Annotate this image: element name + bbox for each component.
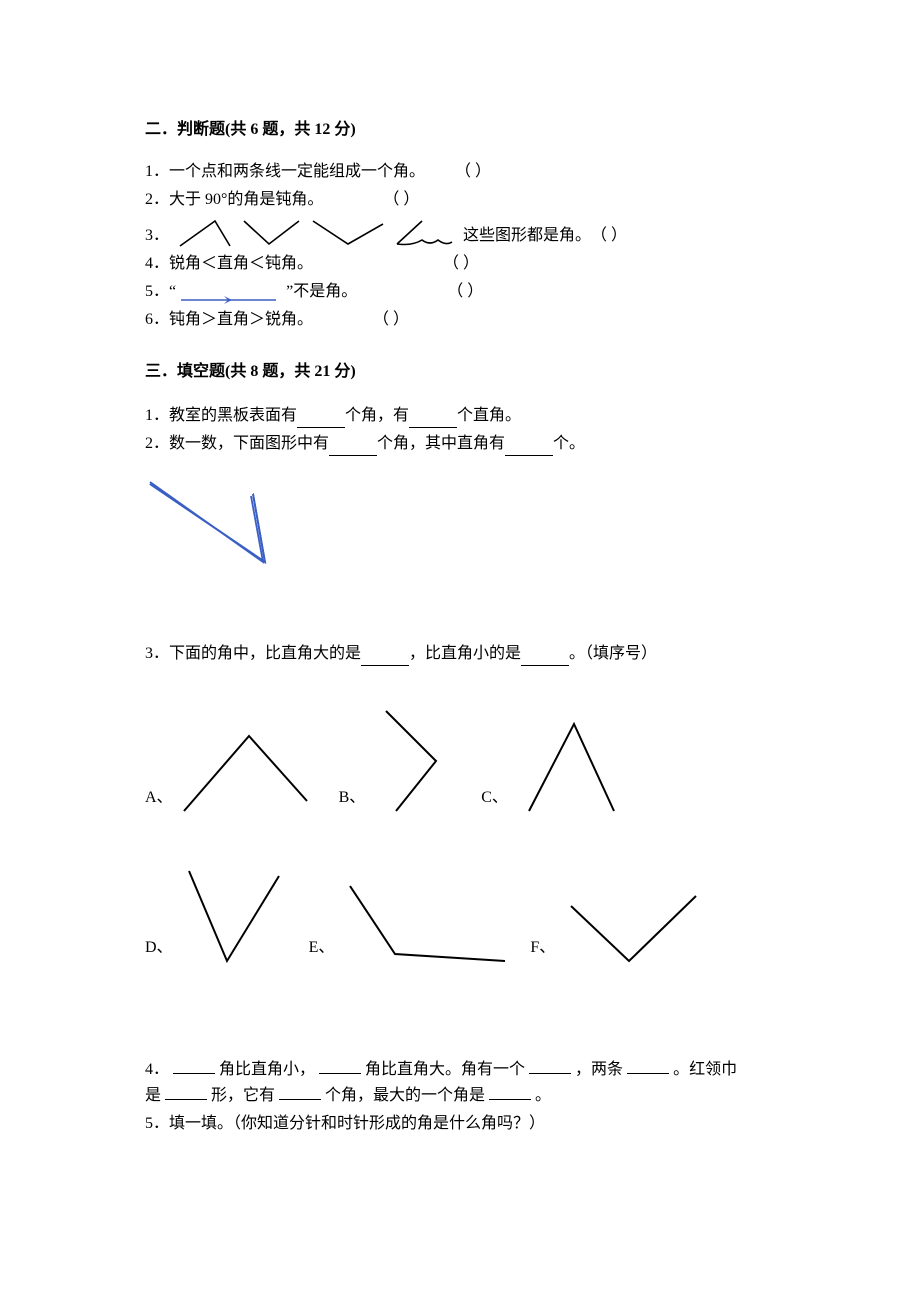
angle-shape-4-icon [392,216,457,248]
label-C: C、 [481,786,508,816]
s3-q2-t3: 个。 [553,432,585,456]
s3-q4: 4． 角比直角小， 角比直角大。角有一个 ，两条 。红领巾 是 形，它有 个角，… [145,1056,775,1108]
blank[interactable] [297,410,345,428]
s3-q4-t1: 角比直角小， [219,1061,315,1078]
s3-q3-t3: 。（填序号） [569,642,657,666]
blank[interactable] [329,438,377,456]
s3-q1-t2: 个角，有 [345,404,409,428]
label-B: B、 [339,786,366,816]
q6-text: 钝角＞直角＞锐角。 [169,308,313,332]
s3-q4-t2: 角比直角大。角有一个 [365,1061,525,1078]
s3-q2: 2． 数一数，下面图形中有 个角，其中直角有 个。 [145,432,775,456]
label-E: E、 [309,936,335,966]
q3-after: 这些图形都是角。 [463,224,591,248]
s3-q4-t5: 是 [145,1087,161,1104]
triangle-icon [145,474,285,574]
q2-num: 2． [145,188,169,212]
s3-q4-num: 4． [145,1061,169,1078]
label-F: F、 [530,936,555,966]
q3-shapes-group [175,216,457,248]
q5-paren: （ ） [447,280,483,304]
section2-header: 二．判断题(共 6 题，共 12 分) [145,118,775,142]
s2-q5: 5． “ ”不是角。 （ ） [145,280,775,304]
s3-q3: 3． 下面的角中，比直角大的是 ，比直角小的是 。（填序号） [145,642,775,666]
label-D: D、 [145,936,173,966]
blank[interactable] [505,438,553,456]
blank[interactable] [319,1056,361,1074]
section-judgment: 二．判断题(共 6 题，共 12 分) 1． 一个点和两条线一定能组成一个角。 … [145,118,775,332]
s2-q4: 4． 锐角＜直角＜钝角。 （ ） [145,252,775,276]
angle-E-icon [340,876,510,966]
s2-q6: 6． 钝角＞直角＞锐角。 （ ） [145,308,775,332]
angle-C: C、 [481,716,624,816]
s3-q4-t4: 。红领巾 [673,1061,737,1078]
blank[interactable] [529,1056,571,1074]
s3-body: 1． 教室的黑板表面有 个角，有 个直角。 2． 数一数，下面图形中有 个角，其… [145,404,775,1136]
angle-A: A、 [145,726,309,816]
s3-q5: 5． 填一填。（你知道分针和时针形成的角是什么角吗？） [145,1112,775,1136]
q2-text: 大于 90°的角是钝角。 [169,188,323,212]
angle-F-icon [561,886,701,966]
s3-q4-t6: 形，它有 [211,1087,275,1104]
angle-E: E、 [309,876,511,966]
q5-quote-open: “ [169,280,176,304]
q4-text: 锐角＜直角＜钝角。 [169,252,313,276]
triangle-figure [145,474,775,582]
blank[interactable] [627,1056,669,1074]
q6-num: 6． [145,308,169,332]
blank[interactable] [173,1056,215,1074]
angle-shape-3-icon [308,216,388,248]
mouse-line-icon [176,282,286,304]
s2-q1: 1． 一个点和两条线一定能组成一个角。 （ ） [145,160,775,184]
blank[interactable] [409,410,457,428]
angle-row-2: D、 E、 F、 [145,856,775,966]
q3-paren: （ ） [591,224,627,248]
blank[interactable] [361,648,409,666]
q4-num: 4． [145,252,169,276]
s2-q2: 2． 大于 90°的角是钝角。 （ ） [145,188,775,212]
s3-q1: 1． 教室的黑板表面有 个角，有 个直角。 [145,404,775,428]
blank[interactable] [279,1082,321,1100]
s2-q3: 3． 这些图形都是角。 （ ） [145,216,775,248]
q3-num: 3． [145,224,169,248]
s3-q2-t2: 个角，其中直角有 [377,432,505,456]
s3-q5-text: 填一填。（你知道分针和时针形成的角是什么角吗？） [169,1112,545,1136]
s3-q1-t3: 个直角。 [457,404,521,428]
label-A: A、 [145,786,173,816]
angle-shape-2-icon [239,216,304,248]
angle-row-1: A、 B、 C、 [145,706,775,816]
s3-q4-t7: 个角，最大的一个角是 [325,1087,485,1104]
q6-paren: （ ） [373,308,409,332]
blank[interactable] [165,1082,207,1100]
s3-q3-t2: ，比直角小的是 [409,642,521,666]
s3-q5-num: 5． [145,1112,169,1136]
section3-header: 三．填空题(共 8 题，共 21 分) [145,360,775,384]
s3-q2-num: 2． [145,432,169,456]
s3-q3-t1: 下面的角中，比直角大的是 [169,642,361,666]
angle-F: F、 [530,886,701,966]
angle-A-icon [179,726,309,816]
angle-C-icon [514,716,624,816]
s3-q2-t1: 数一数，下面图形中有 [169,432,329,456]
q1-text: 一个点和两条线一定能组成一个角。 [169,160,425,184]
angle-shape-1-icon [175,216,235,248]
s3-q1-t1: 教室的黑板表面有 [169,404,297,428]
angle-B-icon [371,706,451,816]
q4-paren: （ ） [443,252,479,276]
section-fill-blank: 三．填空题(共 8 题，共 21 分) 1． 教室的黑板表面有 个角，有 个直角… [145,360,775,1136]
q1-paren: （ ） [455,160,491,184]
q5-num: 5． [145,280,169,304]
s3-q4-t8: 。 [535,1087,551,1104]
q5-quote-close: ”不是角。 [286,280,357,304]
q2-paren: （ ） [383,188,419,212]
angle-D: D、 [145,856,289,966]
angle-B: B、 [339,706,452,816]
q1-num: 1． [145,160,169,184]
angle-D-icon [179,856,289,966]
s3-q3-num: 3． [145,642,169,666]
blank[interactable] [521,648,569,666]
s3-q4-t3: ，两条 [575,1061,623,1078]
s3-q1-num: 1． [145,404,169,428]
blank[interactable] [489,1082,531,1100]
